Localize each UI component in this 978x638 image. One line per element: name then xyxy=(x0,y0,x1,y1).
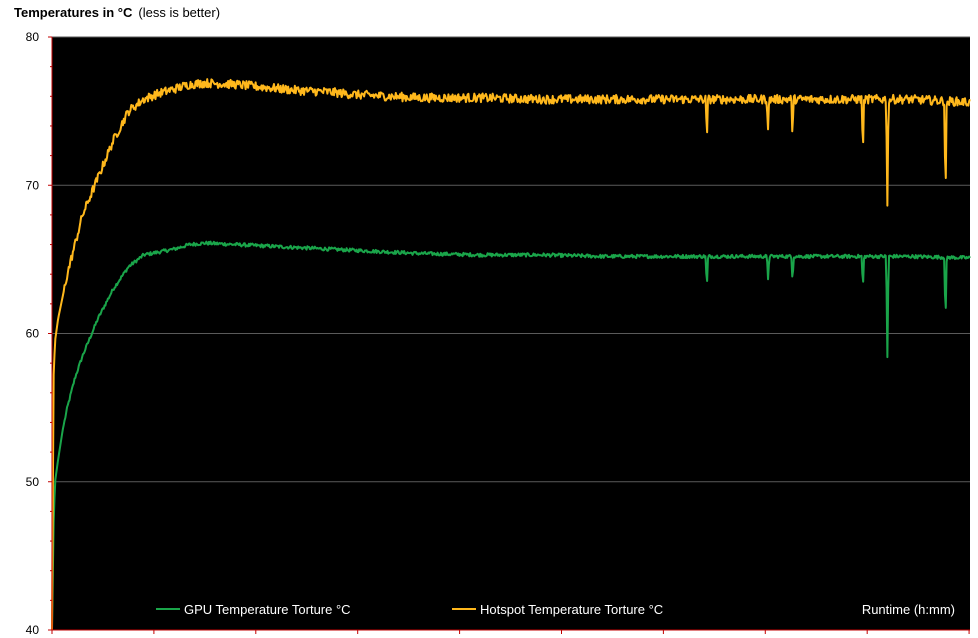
chart-subtitle: (less is better) xyxy=(138,5,221,20)
y-tick-label: 40 xyxy=(26,623,40,637)
chart-title-main: Temperatures in °C xyxy=(14,5,133,20)
gridlines xyxy=(52,36,970,483)
y-tick-label: 60 xyxy=(26,327,40,341)
x-axis-label: Runtime (h:mm) xyxy=(862,602,955,617)
x-tick-marks xyxy=(51,630,970,634)
legend-label-hotspot: Hotspot Temperature Torture °C xyxy=(480,602,663,617)
legend-label-gpu: GPU Temperature Torture °C xyxy=(184,602,351,617)
series-line-gpu xyxy=(51,240,971,631)
legend: GPU Temperature Torture °C Hotspot Tempe… xyxy=(156,602,955,617)
chart-title: Temperatures in °C (less is better) xyxy=(14,5,220,20)
y-tick-label: 70 xyxy=(26,178,40,192)
y-tick-labels: 40 50 60 70 80 xyxy=(26,30,40,637)
y-minor-ticks xyxy=(48,36,52,631)
y-tick-label: 80 xyxy=(26,30,40,44)
series-line-hotspot xyxy=(51,78,971,631)
series-layer xyxy=(51,78,971,631)
y-tick-label: 50 xyxy=(26,475,40,489)
